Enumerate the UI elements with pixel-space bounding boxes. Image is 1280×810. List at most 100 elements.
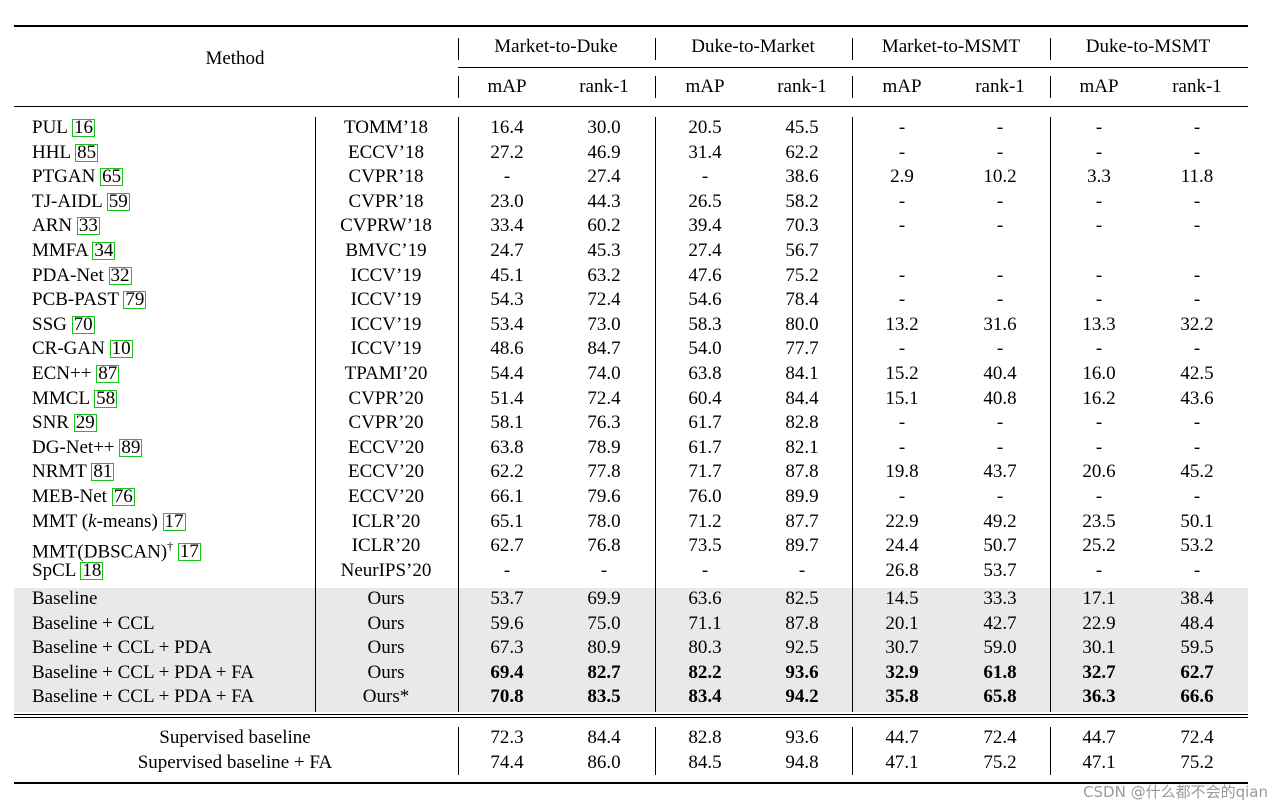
value-cell: 61.7: [688, 412, 722, 433]
method-name: TJ-AIDL 59: [32, 191, 130, 212]
value-cell: 72.3: [490, 727, 524, 748]
value-cell: 26.8: [885, 560, 919, 581]
method-name: Supervised baseline + FA: [137, 752, 333, 773]
value-cell: -: [1193, 191, 1201, 212]
value-cell: 45.3: [587, 240, 621, 261]
method-name: CR-GAN 10: [32, 338, 133, 359]
citation-link[interactable]: 65: [100, 166, 124, 187]
citation-link[interactable]: 32: [108, 265, 132, 286]
method-name: Supervised baseline: [159, 727, 311, 748]
header-metric: mAP: [882, 76, 922, 97]
value-cell: -: [898, 142, 906, 163]
header-metric: rank-1: [777, 76, 827, 97]
method-name: HHL 85: [32, 142, 99, 163]
method-venue-sep: [315, 588, 316, 712]
value-cell: 84.4: [785, 388, 819, 409]
citation-link[interactable]: 81: [91, 461, 115, 482]
value-cell: 39.4: [688, 215, 722, 236]
value-cell: 89.9: [785, 486, 819, 507]
citation-link[interactable]: 79: [123, 289, 147, 310]
value-cell: 77.7: [785, 338, 819, 359]
method-name: MEB-Net 76: [32, 486, 135, 507]
header-metric-sep: [458, 76, 459, 98]
header-metric: rank-1: [579, 76, 629, 97]
header-midrule: [458, 67, 1248, 68]
value-cell: 27.2: [490, 142, 524, 163]
value-cell: 60.2: [587, 215, 621, 236]
value-cell: -: [1095, 117, 1103, 138]
value-cell: 43.7: [983, 461, 1017, 482]
value-cell: 84.5: [688, 752, 722, 773]
value-cell: 77.8: [587, 461, 621, 482]
method-venue-sep: [315, 117, 316, 589]
value-cell: -: [1095, 289, 1103, 310]
citation-link[interactable]: 17: [162, 511, 186, 532]
value-cell: 32.2: [1180, 314, 1214, 335]
header-group-market-to-msmt: Market-to-MSMT: [881, 36, 1021, 57]
value-cell: -: [1193, 338, 1201, 359]
value-cell: 17.1: [1082, 588, 1116, 609]
value-cell: 50.7: [983, 535, 1017, 556]
citation-link[interactable]: 34: [92, 240, 116, 261]
venue: ICLR’20: [351, 511, 421, 532]
value-cell: -: [898, 486, 906, 507]
value-cell: -: [1095, 142, 1103, 163]
citation-link[interactable]: 18: [80, 560, 104, 581]
value-cell: 65.8: [983, 686, 1017, 707]
venue: ECCV’20: [348, 437, 424, 458]
citation-link[interactable]: 76: [111, 486, 135, 507]
value-cell: 89.7: [785, 535, 819, 556]
citation-link[interactable]: 10: [109, 338, 133, 359]
header-metric-sep: [655, 76, 656, 98]
value-cell: 43.6: [1180, 388, 1214, 409]
citation-link[interactable]: 16: [71, 117, 95, 138]
citation-link[interactable]: 58: [94, 388, 118, 409]
value-cell: 83.5: [587, 686, 621, 707]
value-cell: 76.0: [688, 486, 722, 507]
citation-link[interactable]: 89: [119, 437, 143, 458]
value-cell: 44.3: [587, 191, 621, 212]
value-cell: -: [996, 437, 1004, 458]
value-cell: 82.8: [785, 412, 819, 433]
venue: Ours: [367, 637, 405, 658]
value-cell: 56.7: [785, 240, 819, 261]
citation-link[interactable]: 85: [75, 142, 99, 163]
citation-link[interactable]: 87: [96, 363, 120, 384]
value-cell: 72.4: [983, 727, 1017, 748]
value-cell: 61.8: [983, 662, 1017, 683]
value-cell: 79.6: [587, 486, 621, 507]
venue: CVPR’20: [348, 412, 424, 433]
venue: Ours: [367, 662, 405, 683]
venue: ECCV’18: [348, 142, 424, 163]
value-cell: 32.9: [885, 662, 919, 683]
value-cell: 58.2: [785, 191, 819, 212]
value-cell: 47.1: [885, 752, 919, 773]
value-cell: -: [898, 437, 906, 458]
value-cell: 72.4: [587, 388, 621, 409]
value-cell: 51.4: [490, 388, 524, 409]
method-name: MMT(DBSCAN)† 17: [32, 539, 201, 563]
method-name: DG-Net++ 89: [32, 437, 143, 458]
method-name: ARN 33: [32, 215, 100, 236]
venue: CVPR’18: [348, 191, 424, 212]
value-cell: 2.9: [890, 166, 914, 187]
value-cell: 78.9: [587, 437, 621, 458]
header-metric: mAP: [487, 76, 527, 97]
citation-link[interactable]: 33: [76, 215, 100, 236]
citation-link[interactable]: 59: [106, 191, 130, 212]
method-name: MMT (k-means) 17: [32, 511, 186, 532]
citation-link[interactable]: 29: [73, 412, 97, 433]
value-cell: -: [1095, 486, 1103, 507]
value-cell: 24.4: [885, 535, 919, 556]
value-cell: 45.1: [490, 265, 524, 286]
value-cell: 66.1: [490, 486, 524, 507]
citation-link[interactable]: 17: [177, 541, 201, 563]
citation-link[interactable]: 70: [71, 314, 95, 335]
value-cell: 82.8: [688, 727, 722, 748]
value-cell: 15.2: [885, 363, 919, 384]
value-cell: 63.6: [688, 588, 722, 609]
value-cell: 50.1: [1180, 511, 1214, 532]
value-cell: -: [1095, 560, 1103, 581]
value-cell: 86.0: [587, 752, 621, 773]
